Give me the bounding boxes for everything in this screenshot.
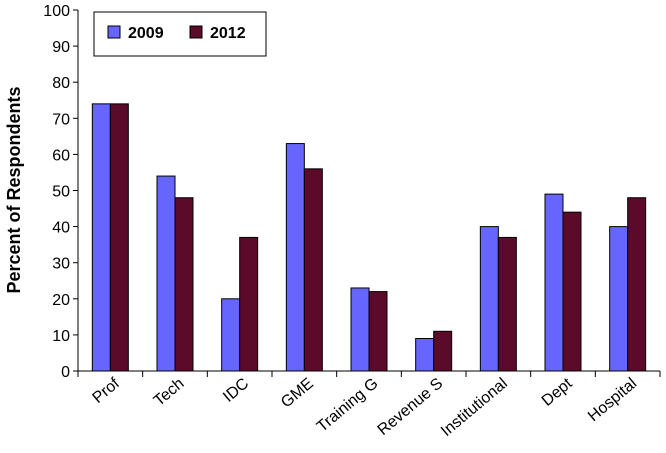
x-tick-label-gme: GME	[278, 375, 317, 411]
bar-institutional-2012	[497, 236, 517, 372]
y-tick-label-30: 30	[52, 256, 70, 273]
bar-prof-2009	[91, 103, 111, 372]
x-tick-label-revenue-s: Revenue S	[375, 375, 447, 439]
bar-dept-2012	[562, 211, 582, 372]
x-tick-label-prof: Prof	[89, 375, 123, 407]
bar-tech-2012	[174, 197, 194, 372]
bar-tech-2009	[156, 175, 176, 372]
x-tick-label-training-g: Training G	[314, 375, 382, 436]
bar-hospital-2009	[609, 226, 629, 372]
bar-gme-2009	[285, 143, 305, 372]
bar-hospital-2012	[627, 197, 647, 372]
y-tick-label-100: 100	[43, 3, 70, 20]
legend-box	[93, 11, 267, 57]
y-tick-label-60: 60	[52, 147, 70, 164]
bar-institutional-2009	[479, 226, 499, 372]
bar-dept-2009	[544, 193, 564, 372]
y-tick-label-70: 70	[52, 111, 70, 128]
y-tick-label-90: 90	[52, 39, 70, 56]
bar-idc-2012	[239, 236, 259, 372]
y-tick-label-50: 50	[52, 184, 70, 201]
x-tick-label-hospital: Hospital	[585, 375, 640, 425]
y-tick-label-40: 40	[52, 220, 70, 237]
x-tick-label-tech: Tech	[151, 375, 188, 410]
x-tick-label-idc: IDC	[220, 375, 252, 406]
bar-idc-2009	[221, 298, 241, 372]
bar-training-g-2009	[350, 287, 370, 372]
legend-swatch-2009	[107, 25, 121, 39]
y-axis-title: Percent of Respondents	[4, 86, 24, 293]
bar-training-g-2012	[368, 291, 388, 372]
legend-label-2009: 2009	[128, 25, 164, 42]
bar-prof-2012	[109, 103, 129, 372]
x-tick-label-institutional: Institutional	[438, 375, 511, 440]
plot-area: 0 10 20 30 40 50 60 70 80 90 100 Prof Tech IDC GMETrai…	[43, 3, 661, 440]
bar-revenue-s-2012	[433, 330, 453, 372]
bar-revenue-s-2009	[415, 338, 435, 372]
y-tick-label-80: 80	[52, 75, 70, 92]
x-tick-label-dept: Dept	[539, 375, 576, 410]
y-tick-label-20: 20	[52, 292, 70, 309]
legend: 2009 2012	[93, 11, 267, 57]
legend-swatch-2012	[189, 25, 203, 39]
y-tick-label-10: 10	[52, 328, 70, 345]
bar-gme-2012	[303, 168, 323, 372]
legend-label-2012: 2012	[210, 25, 246, 42]
y-tick-label-0: 0	[61, 364, 70, 381]
